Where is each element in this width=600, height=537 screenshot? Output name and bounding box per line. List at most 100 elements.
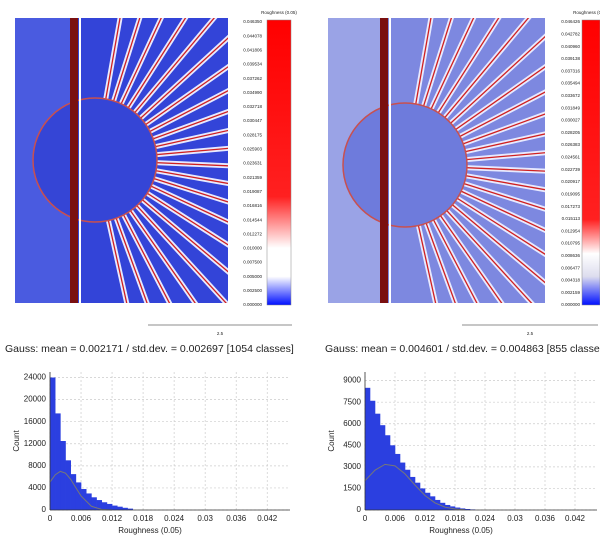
histogram-bar bbox=[370, 400, 376, 510]
map-ray-edge bbox=[94, 159, 228, 223]
x-axis-label: Roughness (0.05) bbox=[429, 526, 493, 535]
histogram-bar bbox=[127, 508, 134, 510]
map-ray-edge bbox=[404, 164, 545, 284]
map-ray-edge bbox=[94, 110, 228, 161]
color-scale-label: 0.042782 bbox=[561, 31, 580, 36]
map-ray-edge bbox=[404, 164, 545, 255]
map-disk bbox=[342, 102, 468, 228]
map-ray-edge bbox=[404, 164, 545, 172]
color-scale-label: 0.030447 bbox=[243, 118, 262, 123]
map-ray-edge bbox=[94, 18, 187, 161]
histogram-bar bbox=[420, 488, 426, 510]
color-scale-label: 0.010000 bbox=[243, 246, 262, 251]
map-ray-edge bbox=[404, 18, 500, 166]
histogram-bar bbox=[430, 496, 436, 510]
map-ray-edge bbox=[94, 18, 162, 161]
y-tick-label: 6000 bbox=[343, 419, 361, 428]
histogram-bar bbox=[405, 469, 411, 510]
map-ray-edge bbox=[94, 18, 121, 161]
color-scale-label: 0.025903 bbox=[243, 147, 262, 152]
y-tick-label: 4000 bbox=[28, 483, 46, 492]
roughness-map bbox=[15, 18, 228, 303]
color-scale-label: 0.035494 bbox=[561, 81, 580, 86]
x-tick-label: 0.042 bbox=[565, 514, 586, 523]
color-scale-label: 0.046350 bbox=[243, 19, 262, 24]
map-ray-edge bbox=[94, 159, 227, 303]
y-tick-label: 9000 bbox=[343, 376, 361, 385]
x-tick-label: 0.036 bbox=[226, 514, 247, 523]
scale-bar-label: 2.5 bbox=[217, 331, 224, 336]
color-scale-label: 0.008636 bbox=[561, 253, 580, 258]
histogram-bar bbox=[415, 482, 421, 510]
color-scale-label: 0.000000 bbox=[561, 302, 580, 307]
color-scale-label: 0.020917 bbox=[561, 179, 580, 184]
map-ray-edge bbox=[404, 164, 456, 303]
y-tick-label: 3000 bbox=[343, 462, 361, 471]
map-ray-edge bbox=[404, 164, 545, 210]
color-scale-label: 0.023631 bbox=[243, 161, 262, 166]
x-tick-label: 0.018 bbox=[133, 514, 154, 523]
color-scale-label: 0.037316 bbox=[561, 68, 580, 73]
map-ray-edge bbox=[94, 90, 228, 161]
scale-bar-label: 2.5 bbox=[527, 331, 534, 336]
color-scale-label: 0.046426 bbox=[561, 19, 580, 24]
x-tick-label: 0 bbox=[48, 514, 53, 523]
color-scale-label: 0.032718 bbox=[243, 104, 262, 109]
color-scale bbox=[266, 19, 292, 306]
histogram-bar bbox=[86, 493, 92, 510]
color-scale-label: 0.021359 bbox=[243, 175, 262, 180]
color-scale-label: 0.028205 bbox=[561, 130, 580, 135]
map-ray-edge bbox=[404, 164, 533, 303]
x-tick-label: 0.036 bbox=[535, 514, 556, 523]
color-scale-label: 0.033672 bbox=[561, 93, 580, 98]
x-tick-label: 0.018 bbox=[445, 514, 466, 523]
histogram-bar bbox=[380, 425, 386, 510]
roughness-map bbox=[328, 18, 545, 303]
color-scale-label: 0.039138 bbox=[561, 56, 580, 61]
color-scale-label: 0.024561 bbox=[561, 155, 580, 160]
color-scale-title: Roughness (0.05) bbox=[573, 10, 600, 15]
histogram-bar bbox=[390, 445, 396, 510]
histogram-bar bbox=[117, 506, 123, 510]
histogram-bar bbox=[55, 413, 61, 510]
color-scale-label: 0.002500 bbox=[243, 288, 262, 293]
color-scale-label: 0.028175 bbox=[243, 132, 262, 137]
color-scale-label: 0.022739 bbox=[561, 167, 580, 172]
fit-curve bbox=[364, 463, 466, 511]
color-scale-label: 0.034990 bbox=[243, 90, 262, 95]
gauss-label: Gauss: mean = 0.002171 / std.dev. = 0.00… bbox=[5, 343, 294, 355]
histogram-bar bbox=[91, 497, 97, 510]
y-tick-label: 24000 bbox=[24, 373, 47, 382]
histogram-bar bbox=[400, 462, 406, 510]
color-scale-label: 0.012954 bbox=[561, 228, 580, 233]
map-ray-edge bbox=[404, 113, 545, 166]
x-tick-label: 0.024 bbox=[164, 514, 185, 523]
map-ray-edge bbox=[94, 66, 228, 161]
color-scale-label: 0.019095 bbox=[561, 191, 580, 196]
map-ray-edge bbox=[94, 159, 228, 203]
color-scale-label: 0.040960 bbox=[561, 44, 580, 49]
map-ray-edge bbox=[94, 159, 128, 303]
map-ray-edge bbox=[94, 147, 228, 161]
map-ray-edge bbox=[94, 37, 228, 161]
color-scale-label: 0.012272 bbox=[243, 231, 262, 236]
map-ray-edge bbox=[94, 159, 228, 167]
y-tick-label: 20000 bbox=[24, 395, 47, 404]
color-scale-label: 0.002159 bbox=[561, 290, 580, 295]
x-tick-label: 0.042 bbox=[257, 514, 278, 523]
histogram-bar bbox=[65, 460, 71, 510]
histogram-bar bbox=[60, 441, 66, 510]
histogram-bar bbox=[50, 377, 56, 510]
y-axis-label: Count bbox=[327, 430, 336, 452]
color-scale-label: 0.007500 bbox=[243, 260, 262, 265]
color-scale-label: 0.019087 bbox=[243, 189, 262, 194]
y-tick-label: 8000 bbox=[28, 461, 46, 470]
histogram-bar bbox=[70, 474, 77, 510]
map-ray-edge bbox=[404, 66, 545, 166]
map-ray-edge bbox=[94, 159, 171, 303]
color-scale-label: 0.014544 bbox=[243, 217, 262, 222]
x-tick-label: 0.006 bbox=[385, 514, 406, 523]
histogram-bar bbox=[96, 500, 103, 510]
histogram-bar bbox=[385, 435, 391, 510]
